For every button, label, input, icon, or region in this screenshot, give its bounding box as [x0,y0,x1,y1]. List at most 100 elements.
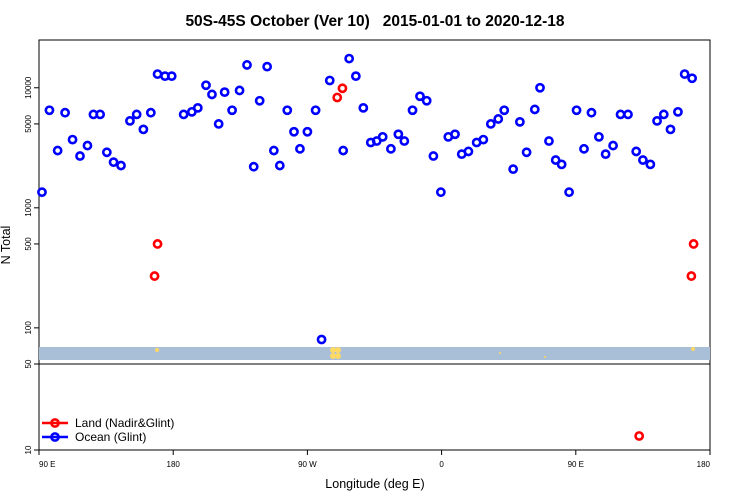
land-point [688,239,699,249]
ocean-point [535,82,545,93]
ocean-point [485,119,496,129]
ocean-point [493,114,504,124]
ocean-point [421,95,432,106]
land-point [686,271,697,281]
ocean-point [295,143,305,154]
ocean-point [131,109,142,120]
ocean-point [608,140,618,151]
y-axis-label: N Total [0,226,13,265]
coverage-markers [155,347,695,359]
ocean-point [687,73,698,84]
ocean-point [386,143,396,154]
ocean-point [82,140,93,151]
ocean-point [358,102,369,113]
y-tick-label: 5000 [24,114,33,132]
ocean-point [108,157,119,168]
ocean-point [254,95,265,106]
ocean-point [514,116,525,127]
ocean-point [586,107,597,118]
ocean-point [101,147,112,158]
legend-marker [50,418,60,428]
y-axis: 50 100 500 1000 5000 10000 10 [24,76,39,454]
legend-label: Ocean (Glint) [75,430,146,444]
lower-panel [38,363,711,451]
ocean-point [125,115,135,126]
x-axis-label: Longitude (deg E) [325,477,424,491]
ocean-point [544,136,554,146]
ocean-point [145,107,156,118]
ocean-point [350,71,361,82]
ocean-point [166,71,177,82]
ocean-point [529,104,540,115]
coverage-band [39,347,710,360]
ocean-point [152,69,163,79]
upper-panel [38,39,711,365]
ocean-point [207,89,217,100]
ocean-point [178,109,189,120]
x-tick-label: 90 E [568,460,584,469]
legend-label: Land (Nadir&Glint) [75,416,174,430]
x-tick-label: 180 [697,460,711,469]
ocean-point [594,131,604,142]
ocean-point [302,126,313,137]
ocean-point [67,134,78,145]
ocean-point [95,109,106,120]
data-points [37,53,699,441]
x-tick-label: 90 W [298,460,317,469]
x-tick-label: 180 [167,460,181,469]
y-tick-label: 100 [24,321,33,335]
x-axis: 90 E 180 90 W 0 90 E 180 [38,450,711,469]
ocean-point [52,145,63,156]
ocean-point [623,109,633,120]
ocean-point [631,146,642,157]
ocean-point [44,105,55,116]
ocean-point [75,151,85,161]
ocean-point [377,131,388,142]
ocean-point [248,161,259,172]
ocean-point [435,187,446,198]
ocean-point [213,119,224,129]
y-tick-label: 10000 [24,76,33,99]
ocean-point [665,124,676,135]
land-point [337,83,348,94]
ocean-point [428,151,439,161]
ocean-point [316,334,327,345]
y-tick-label: 50 [24,359,33,368]
ocean-point [201,80,211,91]
ocean-point [234,85,245,96]
ocean-point [463,146,474,157]
ocean-point [282,105,293,116]
ocean-point [645,159,656,170]
land-point [332,92,343,103]
y-tick-label: 1000 [24,198,33,216]
ocean-point [450,129,460,140]
ocean-point [262,61,273,72]
ocean-point [658,109,669,120]
legend: Land (Nadir&Glint)Ocean (Glint) [42,416,174,444]
ocean-point [556,159,567,170]
ocean-point [415,91,425,102]
ocean-point [324,75,335,86]
ocean-point [274,160,285,171]
ocean-point [37,187,47,198]
ocean-point [399,136,410,146]
x-tick-label: 90 E [39,460,55,469]
ocean-point [550,155,561,165]
x-tick-label: 0 [439,460,444,469]
ocean-point [138,124,149,135]
ocean-point [116,160,126,171]
ocean-point [508,164,519,175]
land-point [149,271,160,281]
y-tick-label: 10 [24,445,33,454]
ocean-point [60,107,70,118]
ocean-point [679,69,690,79]
ocean-point [268,145,279,156]
ocean-point [227,105,237,116]
chart-title: 50S-45S October (Ver 10) 2015-01-01 to 2… [185,13,564,30]
ocean-point [219,87,230,98]
ocean-point [571,105,582,116]
ocean-point [344,53,355,64]
land-point [152,239,163,249]
ocean-point [310,105,321,116]
